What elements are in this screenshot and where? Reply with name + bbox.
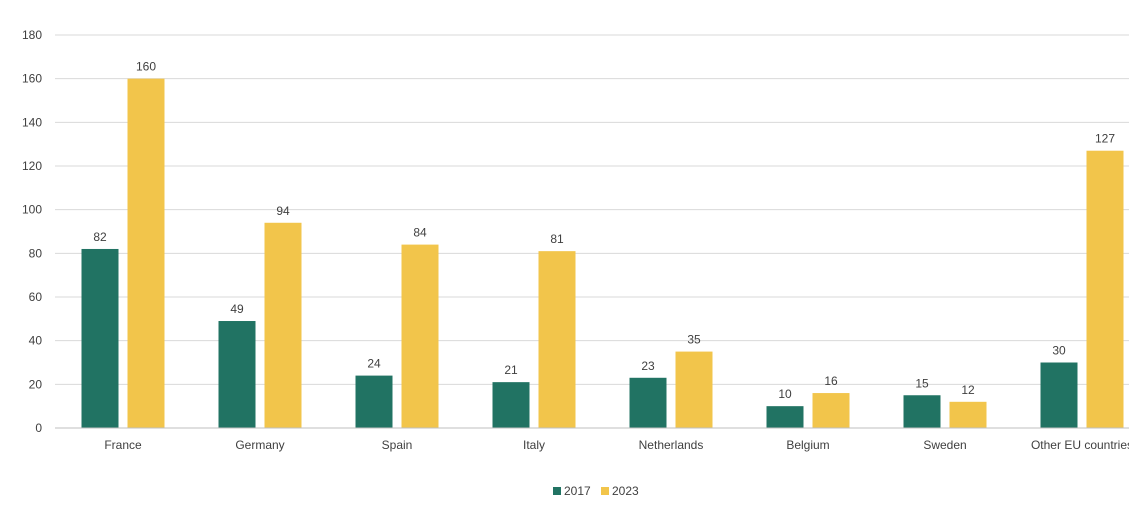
data-label: 21	[504, 363, 518, 377]
x-tick-label: Belgium	[786, 438, 829, 452]
legend: 2017 2023	[553, 484, 639, 498]
bar-2023-belgium	[812, 393, 850, 428]
data-label: 127	[1095, 132, 1115, 146]
y-tick-label: 120	[22, 159, 42, 173]
data-label: 15	[915, 376, 929, 390]
y-tick-label: 40	[29, 334, 43, 348]
y-tick-label: 80	[29, 246, 43, 260]
bar-2017-france	[81, 248, 119, 428]
x-axis-ticks: France Germany Spain Italy Netherlands Belgiu…	[104, 438, 1129, 452]
data-labels: 82 160 49 94 24 84 21 81 23 35 10 16 15 12 30 127	[93, 60, 1115, 401]
bar-2017-other-eu-countries	[1040, 362, 1078, 428]
legend-label-2017: 2017	[564, 484, 591, 498]
y-tick-label: 20	[29, 377, 43, 391]
y-tick-label: 60	[29, 290, 43, 304]
x-tick-label: France	[104, 438, 142, 452]
bars	[81, 78, 1124, 429]
y-tick-label: 140	[22, 115, 42, 129]
data-label: 84	[413, 226, 427, 240]
x-tick-label: Spain	[382, 438, 413, 452]
y-tick-label: 180	[22, 28, 42, 42]
data-label: 82	[93, 230, 107, 244]
x-tick-label: Germany	[235, 438, 284, 452]
x-tick-label: Italy	[523, 438, 545, 452]
bar-2023-netherlands	[675, 351, 713, 428]
data-label: 160	[136, 60, 156, 74]
bar-2017-netherlands	[629, 377, 667, 428]
bar-2017-belgium	[766, 406, 804, 428]
bar-2023-other-eu-countries	[1086, 150, 1124, 428]
legend-swatch-2023	[601, 487, 609, 495]
bar-2017-sweden	[903, 395, 941, 428]
gridlines	[55, 34, 1129, 385]
bar-2023-germany	[264, 222, 302, 428]
bar-2017-italy	[492, 382, 530, 428]
data-label: 24	[367, 357, 381, 371]
data-label: 16	[824, 374, 838, 388]
data-label: 94	[276, 204, 290, 218]
data-label: 12	[961, 383, 975, 397]
y-tick-label: 160	[22, 72, 42, 86]
legend-swatch-2017	[553, 487, 561, 495]
y-tick-label: 0	[35, 421, 42, 435]
y-tick-label: 100	[22, 203, 42, 217]
data-label: 30	[1052, 344, 1066, 358]
x-tick-label: Other EU countries	[1031, 438, 1129, 452]
data-label: 35	[687, 333, 701, 347]
bar-2023-sweden	[949, 401, 987, 428]
legend-label-2023: 2023	[612, 484, 639, 498]
data-label: 49	[230, 302, 244, 316]
x-tick-label: Sweden	[923, 438, 966, 452]
data-label: 81	[550, 232, 564, 246]
x-tick-label: Netherlands	[639, 438, 704, 452]
bar-2023-spain	[401, 244, 439, 428]
bar-2023-france	[127, 78, 165, 429]
data-label: 23	[641, 359, 655, 373]
data-label: 10	[778, 387, 792, 401]
bar-2017-germany	[218, 321, 256, 428]
bar-2023-italy	[538, 251, 576, 428]
bar-2017-spain	[355, 375, 393, 428]
y-axis-ticks: 0 20 40 60 80 100 120 140 160 180	[22, 28, 42, 435]
